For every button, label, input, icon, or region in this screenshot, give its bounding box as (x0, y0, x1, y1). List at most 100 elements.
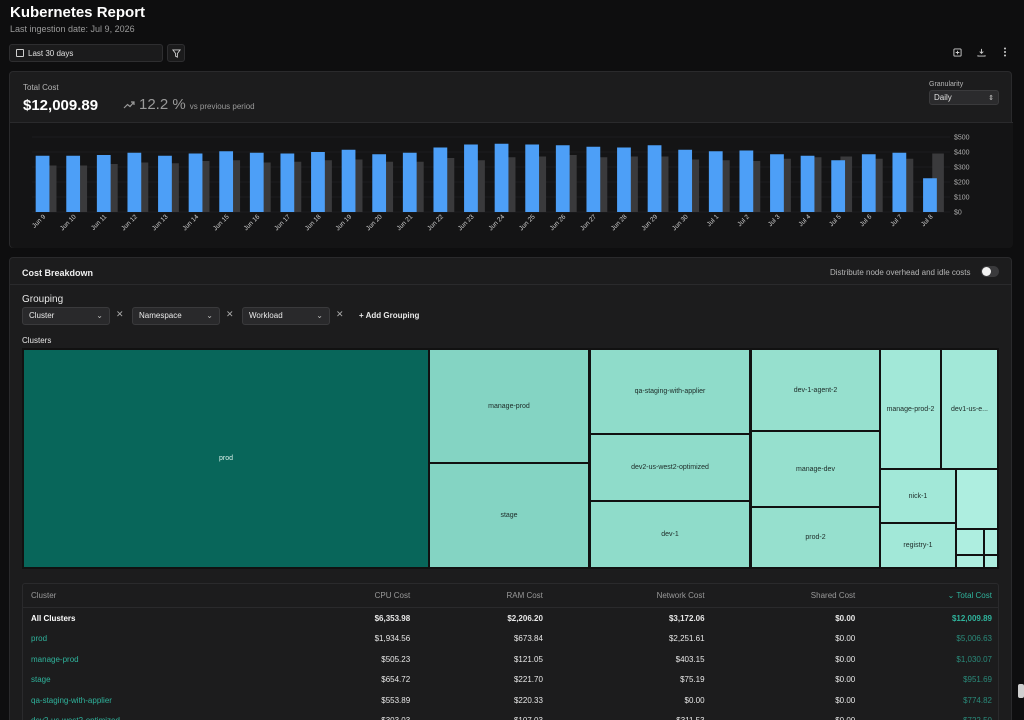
col-cpu-cost[interactable]: CPU Cost (374, 591, 411, 600)
bar-previous[interactable] (779, 158, 791, 212)
bar-previous[interactable] (565, 155, 577, 212)
col-total-cost[interactable]: ⌄ Total Cost (861, 591, 998, 600)
treemap-tile[interactable]: registry-1 (879, 522, 957, 569)
cell-cluster-name[interactable]: dev2-us-west2-optimized (23, 716, 280, 720)
bar-previous[interactable] (381, 161, 394, 212)
treemap-tile[interactable] (955, 528, 985, 556)
treemap-tile[interactable] (955, 468, 999, 530)
treemap-tile[interactable]: qa-staging-with-applier (589, 348, 751, 435)
bar-current[interactable] (280, 153, 295, 213)
bar-current[interactable] (617, 147, 631, 213)
bar-current[interactable] (66, 155, 81, 212)
bar-previous[interactable] (748, 161, 761, 212)
treemap-tile[interactable]: stage (428, 462, 590, 569)
granularity-select[interactable]: Daily ⇕ (929, 90, 999, 105)
bar-previous[interactable] (626, 156, 638, 213)
treemap-tile[interactable]: prod-2 (750, 506, 881, 569)
bar-current[interactable] (555, 145, 570, 212)
treemap-tile[interactable]: prod (22, 348, 430, 569)
treemap-tile[interactable]: manage-prod (428, 348, 590, 464)
bar-current[interactable] (708, 151, 723, 212)
col-cluster[interactable]: Cluster (31, 591, 57, 600)
table-row[interactable]: dev2-us-west2-optimized$303.03$107.03$31… (23, 711, 998, 720)
bar-previous[interactable] (228, 160, 241, 212)
more-vertical-icon[interactable] (1000, 47, 1010, 57)
bar-previous[interactable] (809, 157, 822, 212)
bar-previous[interactable] (595, 157, 608, 212)
treemap-tile[interactable]: dev-1 (589, 500, 751, 569)
table-row[interactable]: qa-staging-with-applier $553.89 $220.33 $0.… (23, 690, 998, 711)
remove-grouping-icon[interactable]: ✕ (336, 309, 344, 319)
filter-button[interactable] (167, 44, 185, 62)
bar-current[interactable] (739, 150, 754, 213)
bar-current[interactable] (770, 154, 784, 212)
treemap-tile[interactable]: dev2-us-west2-optimized (589, 433, 751, 502)
bar-previous[interactable] (840, 156, 853, 213)
grouping-select-workload[interactable]: Workload ⌄ (242, 307, 330, 325)
bar-current[interactable] (433, 147, 448, 213)
bar-previous[interactable] (197, 161, 210, 212)
bar-current[interactable] (127, 152, 142, 212)
treemap-tile[interactable] (983, 554, 999, 569)
bar-current[interactable] (464, 144, 478, 213)
table-row[interactable]: manage-prod $505.23 $121.05 $403.15 $0.00 $1,… (23, 649, 998, 670)
treemap-tile[interactable]: nick-1 (879, 468, 957, 524)
treemap-tile[interactable]: manage-prod-2 (879, 348, 942, 470)
bar-previous[interactable] (534, 156, 547, 213)
col-network-cost[interactable]: Network Cost (656, 591, 705, 600)
scrollbar-thumb[interactable] (1018, 684, 1024, 698)
table-row[interactable]: All Clusters $6,353.98 $2,206.20 $3,172.06 $… (23, 608, 998, 629)
overhead-toggle[interactable] (981, 266, 999, 277)
cell-cluster-name[interactable]: qa-staging-with-applier (31, 695, 112, 705)
bar-previous[interactable] (75, 165, 88, 213)
bar-current[interactable] (96, 155, 111, 212)
table-row[interactable]: prod $1,934.56 $673.84 $2,251.61 $0.00 $5,006… (23, 629, 998, 650)
bar-current[interactable] (494, 143, 509, 212)
bar-previous[interactable] (44, 165, 57, 213)
table-row[interactable]: stage $654.72 $221.70 $75.19 $0.00 $951.69 (23, 670, 998, 691)
add-grouping-button[interactable]: + Add Grouping (359, 311, 420, 320)
bar-current[interactable] (923, 178, 937, 212)
bar-current[interactable] (188, 153, 203, 213)
bar-current[interactable] (831, 160, 846, 212)
bar-previous[interactable] (320, 160, 332, 212)
treemap-tile[interactable]: dev-1-agent-2 (750, 348, 881, 432)
bar-previous[interactable] (473, 160, 485, 212)
treemap-tile[interactable] (983, 528, 999, 556)
bar-current[interactable] (525, 144, 540, 213)
bar-current[interactable] (249, 152, 264, 212)
bar-previous[interactable] (687, 159, 700, 213)
bar-current[interactable] (892, 152, 907, 212)
bar-current[interactable] (678, 149, 693, 212)
cell-cluster-name[interactable]: stage (31, 675, 51, 685)
bar-previous[interactable] (106, 164, 118, 212)
bar-current[interactable] (402, 152, 417, 212)
bar-previous[interactable] (656, 156, 669, 213)
bar-previous[interactable] (503, 157, 516, 212)
col-shared-cost[interactable]: Shared Cost (810, 591, 856, 600)
bar-previous[interactable] (136, 162, 149, 213)
bar-current[interactable] (219, 151, 234, 212)
cell-cluster-name[interactable]: prod (31, 634, 48, 644)
cell-cluster-name[interactable]: manage-prod (31, 654, 79, 664)
treemap-tile[interactable] (955, 554, 985, 569)
bar-current[interactable] (647, 145, 662, 212)
bar-previous[interactable] (350, 159, 363, 213)
bar-current[interactable] (158, 155, 172, 212)
treemap-tile[interactable]: dev1-us-e... (940, 348, 999, 470)
bar-previous[interactable] (412, 161, 424, 212)
col-ram-cost[interactable]: RAM Cost (506, 591, 543, 600)
download-icon[interactable] (976, 47, 986, 57)
bar-current[interactable] (372, 154, 387, 212)
bar-current[interactable] (586, 146, 601, 212)
bar-current[interactable] (861, 154, 876, 212)
bar-previous[interactable] (259, 162, 271, 213)
bar-previous[interactable] (442, 158, 455, 212)
bar-current[interactable] (35, 155, 50, 212)
treemap-tile[interactable]: manage-dev (750, 430, 881, 508)
bar-previous[interactable] (871, 158, 883, 212)
grouping-select-namespace[interactable]: Namespace ⌄ (132, 307, 220, 325)
bar-previous[interactable] (289, 161, 302, 212)
date-range-select[interactable]: Last 30 days (9, 44, 163, 62)
bar-previous[interactable] (718, 160, 730, 212)
